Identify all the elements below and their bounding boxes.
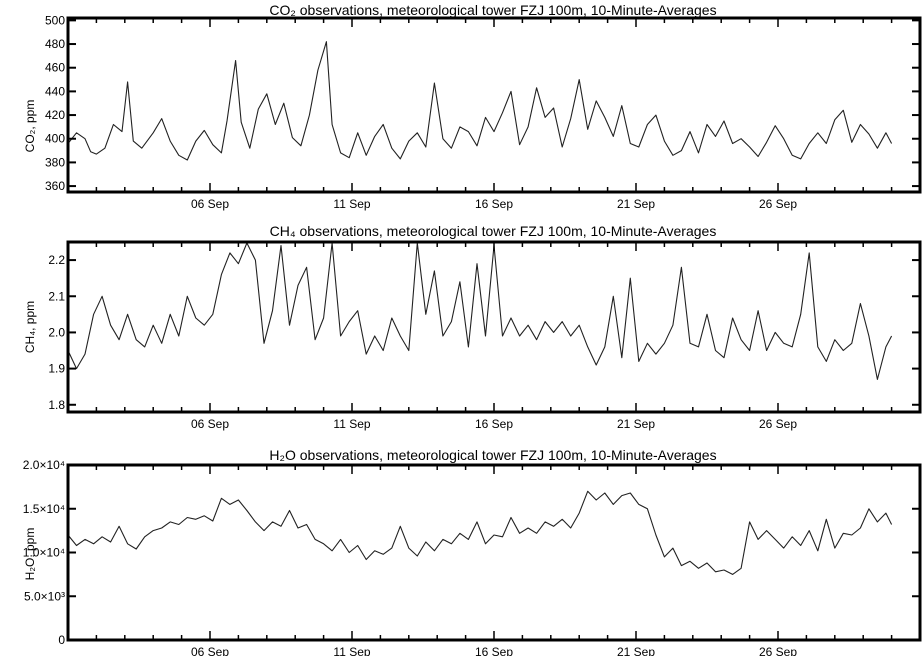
- ch4-y-axis-label: CH₄, ppm: [23, 301, 37, 353]
- ch4-panel: CH₄ observations, meteorological tower F…: [23, 223, 922, 431]
- ch4-series-line: [67, 242, 893, 380]
- h2o-y-tick-label: 1.0×10⁴: [23, 546, 65, 560]
- ch4-y-tick-label: 2.0: [48, 325, 65, 339]
- co2-x-tick-label: 26 Sep: [759, 197, 797, 211]
- co2-y-tick-label: 380: [45, 155, 65, 169]
- ch4-x-tick-label: 06 Sep: [191, 417, 229, 431]
- co2-y-tick-label: 400: [45, 132, 65, 146]
- co2-series-line: [67, 41, 893, 161]
- ch4-y-tick-label: 1.9: [48, 362, 65, 376]
- ch4-x-tick-label: 16 Sep: [475, 417, 513, 431]
- h2o-y-tick-label: 0: [58, 633, 65, 647]
- h2o-x-tick-label: 16 Sep: [475, 645, 513, 656]
- co2-y-tick-label: 500: [45, 13, 65, 27]
- co2-y-axis-label: CO₂, ppm: [23, 100, 37, 153]
- h2o-y-tick-label: 1.5×10⁴: [23, 502, 65, 516]
- co2-y-tick-label: 460: [45, 61, 65, 75]
- co2-plot: 360 380 400 420 440 460 480 500 06 Sep 11 Sep 16 S…: [45, 13, 922, 211]
- co2-y-tick-label: 440: [45, 84, 65, 98]
- ch4-y-tick-label: 1.8: [48, 398, 65, 412]
- h2o-series-line: [67, 490, 893, 575]
- co2-x-tick-label: 21 Sep: [617, 197, 655, 211]
- co2-plot-frame: [66, 16, 922, 194]
- ch4-x-tick-label: 21 Sep: [617, 417, 655, 431]
- co2-x-tick-label: 06 Sep: [191, 197, 229, 211]
- h2o-x-tick-label: 21 Sep: [617, 645, 655, 656]
- co2-x-tick-label: 11 Sep: [333, 197, 370, 211]
- h2o-chart-title: H₂O observations, meteorological tower F…: [269, 447, 716, 463]
- h2o-plot: 0 5.0×10³ 1.0×10⁴ 1.5×10⁴ 2.0×10⁴ 06 Sep 11 Se…: [23, 458, 922, 656]
- h2o-x-tick-label: 26 Sep: [759, 645, 797, 656]
- ch4-x-tick-label: 11 Sep: [333, 417, 370, 431]
- ch4-plot-frame: [66, 240, 922, 414]
- h2o-x-tick-label: 11 Sep: [333, 645, 370, 656]
- co2-x-tick-label: 16 Sep: [475, 197, 513, 211]
- h2o-y-axis-label: H₂O, ppm: [23, 528, 37, 581]
- co2-y-tick-label: 480: [45, 37, 65, 51]
- ch4-x-tick-label: 26 Sep: [759, 417, 797, 431]
- co2-chart-title: CO₂ observations, meteorological tower F…: [269, 2, 716, 18]
- co2-y-tick-label: 360: [45, 179, 65, 193]
- co2-y-tick-label: 420: [45, 108, 65, 122]
- ch4-chart-title: CH₄ observations, meteorological tower F…: [270, 223, 717, 239]
- ch4-y-tick-label: 2.2: [48, 253, 65, 267]
- h2o-y-tick-label: 5.0×10³: [24, 589, 65, 603]
- h2o-x-tick-label: 06 Sep: [191, 645, 229, 656]
- ch4-y-tick-label: 2.1: [48, 289, 65, 303]
- ch4-plot: 1.8 1.9 2.0 2.1 2.2 06 Sep 11 Sep 16 Sep 21 Sep 2…: [48, 240, 922, 431]
- h2o-panel: H₂O observations, meteorological tower F…: [23, 447, 922, 656]
- h2o-plot-frame: [66, 463, 922, 642]
- h2o-y-tick-label: 2.0×10⁴: [23, 458, 65, 472]
- co2-panel: CO₂ observations, meteorological tower F…: [23, 2, 922, 211]
